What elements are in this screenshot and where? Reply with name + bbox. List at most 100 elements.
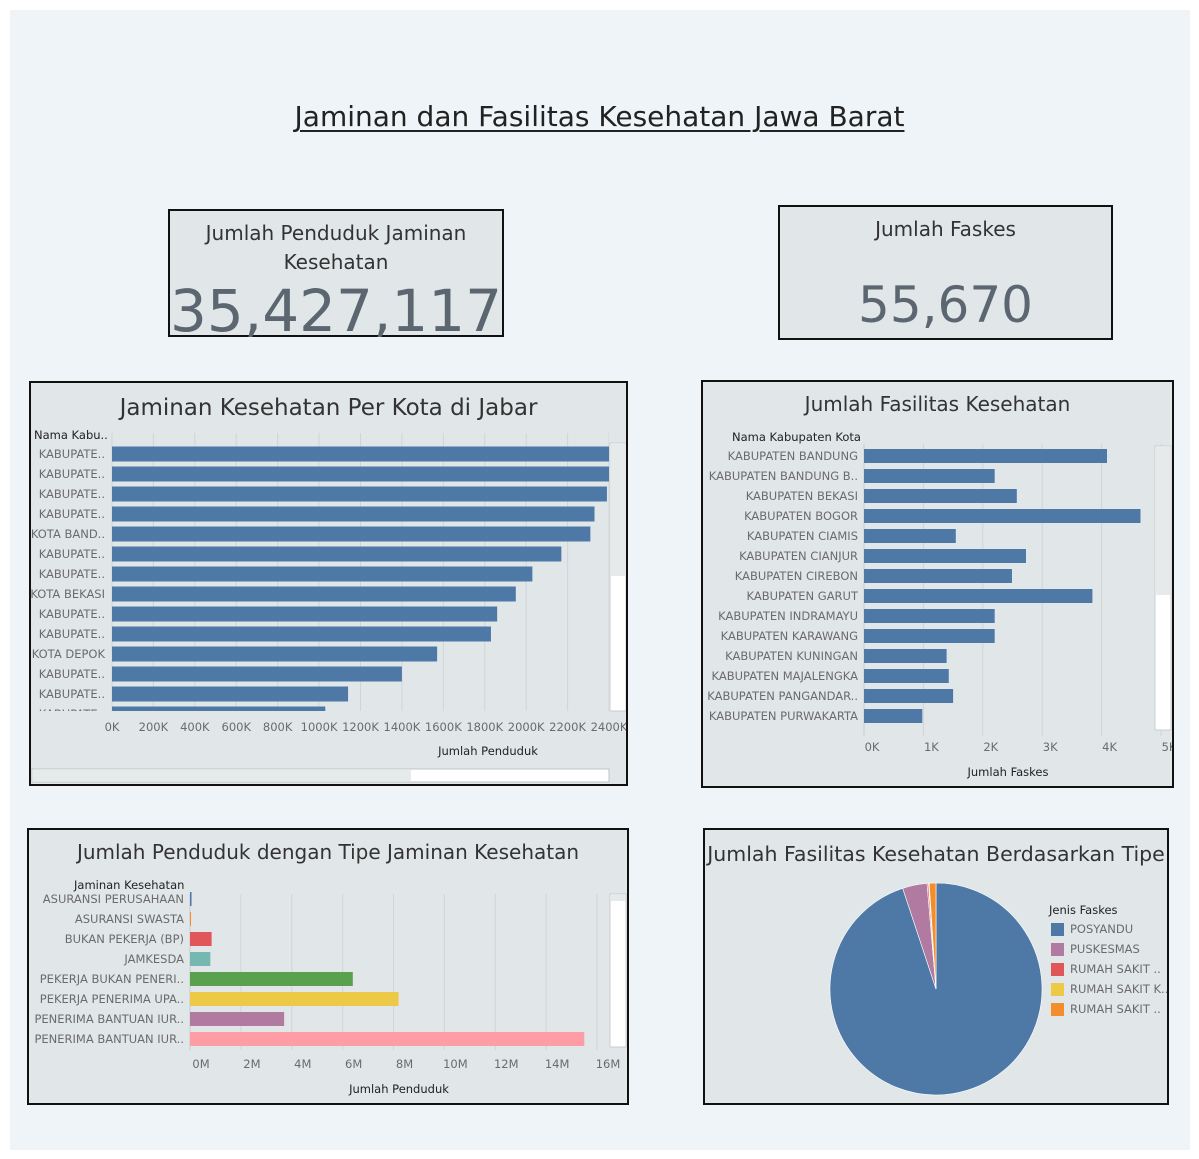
chart1-title: Jaminan Kesehatan Per Kota di Jabar [119,395,538,421]
chart1-hscroll-thumb[interactable] [33,770,411,781]
chart2-x-tick-label: 0K [865,740,880,754]
chart2-bar[interactable] [864,569,1012,583]
chart2-vscroll-thumb[interactable] [1156,447,1170,595]
chart1-x-tick-label: 2000K [508,720,545,734]
chart2-bar[interactable] [864,629,995,643]
chart3-bar[interactable] [190,892,192,906]
chart1-bar[interactable] [112,506,595,522]
chart2-category-label: KABUPATEN BANDUNG [728,449,858,463]
chart1-category-label: KABUPATE.. [39,627,105,641]
chart1-bar[interactable] [112,586,516,602]
chart2-category-label: KABUPATEN CIANJUR [739,549,858,563]
chart4-legend-swatch [1051,923,1064,936]
chart3-bar[interactable] [190,1012,285,1026]
chart4-legend-item[interactable]: RUMAH SAKIT .. [1051,961,1161,977]
chart3-x-tick-label: 8M [396,1057,413,1071]
chart3-x-tick-label: 6M [345,1057,362,1071]
chart1-row-header: Nama Kabu.. [34,428,108,442]
chart1-x-tick-label: 800K [263,720,293,734]
chart3-x-tick-label: 16M [596,1057,621,1071]
chart1-category-label: KABUPATE.. [39,707,105,721]
chart2-bar[interactable] [864,589,1093,603]
kpi-penduduk-label: Jumlah Penduduk Jaminan Kesehatan [205,221,467,274]
chart1-category-label: KABUPATE.. [39,547,105,561]
chart3-vscroll-track[interactable] [609,893,627,1048]
chart2-x-axis-label: Jumlah Faskes [967,765,1049,779]
dashboard-title: Jaminan dan Fasilitas Kesehatan Jawa Bar… [294,100,905,133]
chart2-bar[interactable] [864,489,1017,503]
chart1-category-label: KABUPATE.. [39,447,105,461]
chart4-legend-label: RUMAH SAKIT .. [1070,1002,1161,1016]
chart3-x-axis-label: Jumlah Penduduk [348,1082,449,1096]
chart2-row-header: Nama Kabupaten Kota [732,430,861,444]
chart4-legend-swatch [1051,963,1064,976]
chart1-x-tick-label: 1000K [301,720,338,734]
chart1-category-label: KABUPATE.. [39,667,105,681]
chart3-vscroll-thumb[interactable] [611,895,625,901]
chart1-x-tick-label: 2200K [549,720,586,734]
chart4-pie-slice[interactable] [928,882,937,990]
chart3-bar[interactable] [190,1032,585,1046]
chart2-category-label: KABUPATEN PURWAKARTA [709,709,858,723]
chart1-bar[interactable] [112,626,491,642]
chart1-bar[interactable] [112,666,402,682]
chart3-x-tick-label: 10M [443,1057,468,1071]
chart4-legend-item[interactable]: RUMAH SAKIT .. [1051,1001,1161,1017]
chart2-category-label: KABUPATEN CIAMIS [747,529,858,543]
panel-jumlah-fasilitas: Jumlah Fasilitas Kesehatan 0K 1K 2K 3K 4K 5K N… [701,380,1174,788]
chart4-legend-label: RUMAH SAKIT .. [1070,962,1161,976]
chart1-bar[interactable] [112,486,607,502]
chart1-bar[interactable] [112,546,562,562]
kpi-faskes-card: Jumlah Faskes 55,670 [778,205,1113,340]
chart2-bar[interactable] [864,509,1141,523]
chart2-bar[interactable] [864,609,995,623]
chart2-category-label: KABUPATEN GARUT [747,589,859,603]
chart2-x-tick-label: 5K [1162,740,1172,754]
chart4-legend-item[interactable]: POSYANDU [1051,921,1133,937]
chart2-bar[interactable] [864,649,947,663]
chart3-category-label: PENERIMA BANTUAN IUR.. [34,1012,184,1026]
chart2-x-tick-label: 3K [1043,740,1058,754]
chart1-category-label: KABUPATE.. [39,507,105,521]
chart2-category-label: KABUPATEN KARAWANG [721,629,858,643]
chart1-x-axis-label: Jumlah Penduduk [437,744,538,758]
chart1-category-label: KOTA DEPOK [32,647,106,661]
chart2-x-tick-label: 4K [1102,740,1117,754]
chart3-category-label: JAMKESDA [123,952,184,966]
chart2-bar[interactable] [864,689,954,703]
chart2-bar[interactable] [864,529,956,543]
chart1-bar[interactable] [112,686,349,702]
chart1-vscroll-thumb[interactable] [611,444,625,576]
chart1-bar[interactable] [112,526,591,542]
chart2-bar[interactable] [864,549,1026,563]
chart2-bar[interactable] [864,469,995,483]
chart3-bar[interactable] [190,972,353,986]
kpi-penduduk-value: 35,427,117 [170,279,502,337]
chart3-category-label: BUKAN PEKERJA (BP) [65,932,184,946]
chart3-title: Jumlah Penduduk dengan Tipe Jaminan Kese… [76,840,580,864]
chart3-bar[interactable] [190,912,192,926]
chart4-legend-item[interactable]: PUSKESMAS [1051,941,1140,957]
chart3-bar[interactable] [190,932,212,946]
chart4-legend-item[interactable]: RUMAH SAKIT K.. [1051,981,1168,997]
chart1-bar[interactable] [112,706,326,722]
chart1-bar[interactable] [112,566,533,582]
chart1-category-label: KOTA BEKASI [31,587,105,601]
chart1-bar[interactable] [112,606,498,622]
chart1-bar[interactable] [112,646,438,662]
chart3-bar[interactable] [190,952,211,966]
chart1-bar[interactable] [112,446,609,462]
chart3-x-tick-label: 14M [545,1057,570,1071]
chart3-bar[interactable] [190,992,399,1006]
chart1-category-label: KABUPATE.. [39,487,105,501]
chart2-bar[interactable] [864,709,923,723]
chart2-category-label: KABUPATEN MAJALENGKA [712,669,859,683]
chart2-bar[interactable] [864,669,949,683]
chart1-category-label: KABUPATE.. [39,687,105,701]
chart3-category-label: PENERIMA BANTUAN IUR.. [34,1032,184,1046]
chart2-category-label: KABUPATEN BANDUNG B.. [709,469,858,483]
chart1-bar[interactable] [112,466,609,482]
chart3-row-header: Jaminan Kesehatan [73,878,184,892]
kpi-penduduk-card: Jumlah Penduduk Jaminan Kesehatan 35,427… [168,209,504,337]
chart2-bar[interactable] [864,449,1107,463]
